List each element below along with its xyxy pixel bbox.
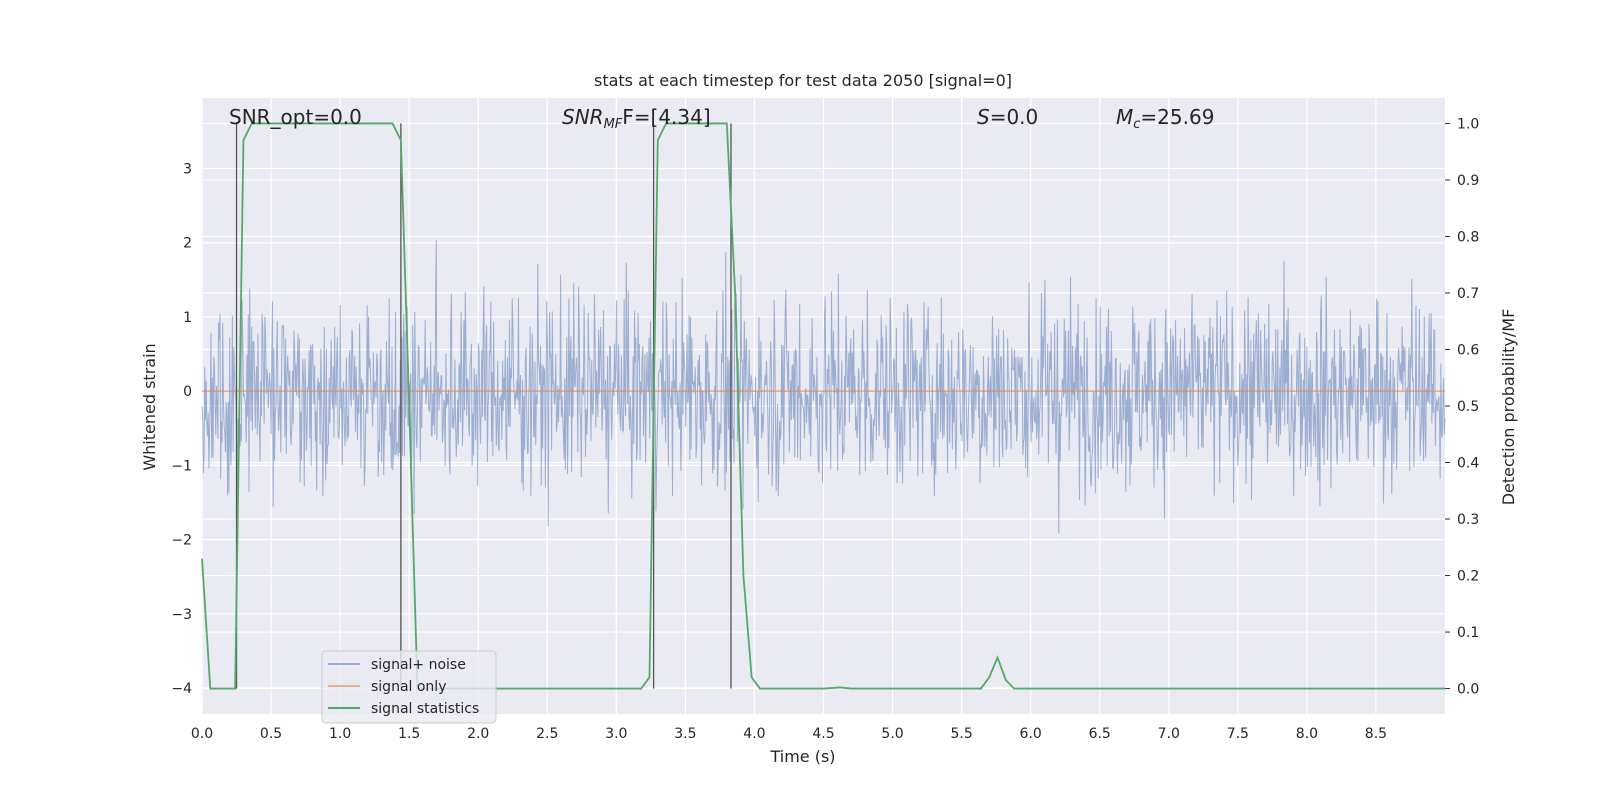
annotation-snr-mf-sub: MF: [604, 117, 623, 132]
y-left-tick-label: 0: [183, 384, 192, 400]
legend-label-signal-noise: signal+ noise: [371, 657, 466, 673]
x-tick-label: 8.0: [1296, 726, 1318, 742]
y-left-tick-label: −3: [171, 607, 192, 623]
annotation-mc-main: M: [1116, 105, 1133, 129]
y-right-tick-label: 0.0: [1457, 682, 1479, 698]
annotation-s: S=0.0: [977, 105, 1038, 129]
annotation-s-value: =0.0: [990, 105, 1039, 129]
annotation-mc-value: =25.69: [1140, 105, 1214, 129]
series-signal-statistics: [201, 122, 1445, 690]
legend: signal+ noise signal only signal statist…: [321, 650, 497, 724]
signal-statistics-line: [201, 122, 1445, 690]
legend-box: [321, 650, 497, 724]
y-right-tick-label: 0.4: [1457, 456, 1479, 472]
x-tick-label: 2.5: [536, 726, 558, 742]
annotation-mc-sub: c: [1133, 117, 1140, 132]
legend-label-signal-statistics: signal statistics: [371, 701, 479, 717]
x-axis-label: Time (s): [769, 747, 835, 766]
y-left-tick-label: 3: [183, 162, 192, 178]
x-tick-label: 2.0: [467, 726, 489, 742]
x-tick-label: 8.5: [1365, 726, 1387, 742]
y-right-tick-label: 0.9: [1457, 173, 1479, 189]
x-tick-label: 1.0: [329, 726, 351, 742]
y-right-tick-label: 0.1: [1457, 625, 1479, 641]
y-right-tick-label: 0.8: [1457, 229, 1479, 245]
annotation-snr-mf-value: F=[4.34]: [622, 105, 710, 129]
y-right-tick-label: 0.6: [1457, 342, 1479, 358]
annotation-snr-opt: SNR_opt=0.0: [229, 105, 362, 129]
y-axis-right-ticks: 0.0 0.1 0.2 0.3 0.4 0.5 0.6 0.7 0.8 0.9 1.0: [1445, 116, 1479, 698]
y-right-tick-label: 0.5: [1457, 399, 1479, 415]
x-tick-label: 0.0: [191, 726, 213, 742]
x-tick-label: 5.0: [881, 726, 903, 742]
x-tick-label: 7.0: [1158, 726, 1180, 742]
y-right-tick-label: 0.7: [1457, 286, 1479, 302]
y-left-tick-label: 2: [183, 236, 192, 252]
y-axis-left-ticks: −4 −3 −2 −1 0 1 2 3: [171, 162, 192, 698]
x-axis-ticks: 0.0 0.5 1.0 1.5 2.0 2.5 3.0 3.5 4.0 4.5 5.0 5.5 6.0 6…: [191, 726, 1387, 742]
y-axis-right-label: Detection probability/MF: [1499, 309, 1518, 506]
annotation-mc: Mc=25.69: [1116, 105, 1214, 132]
x-tick-label: 1.5: [398, 726, 420, 742]
y-right-tick-label: 0.3: [1457, 512, 1479, 528]
y-left-tick-label: −2: [171, 533, 192, 549]
y-left-tick-label: 1: [183, 310, 192, 326]
legend-label-signal-only: signal only: [371, 679, 446, 695]
x-tick-label: 6.0: [1020, 726, 1042, 742]
y-right-tick-label: 0.2: [1457, 569, 1479, 585]
x-tick-label: 4.5: [812, 726, 834, 742]
annotation-s-main: S: [977, 105, 990, 129]
x-tick-label: 5.5: [950, 726, 972, 742]
x-tick-label: 0.5: [260, 726, 282, 742]
annotation-snr-mf: SNRMFF=[4.34]: [562, 105, 711, 132]
y-right-tick-label: 1.0: [1457, 116, 1479, 132]
y-left-tick-label: −4: [171, 681, 192, 697]
chart-title: stats at each timestep for test data 205…: [594, 71, 1012, 90]
x-tick-label: 3.5: [674, 726, 696, 742]
x-tick-label: 4.0: [743, 726, 765, 742]
y-axis-left-label: Whitened strain: [140, 343, 159, 470]
annotation-snr-mf-main: SNR: [562, 105, 604, 129]
x-tick-label: 3.0: [605, 726, 627, 742]
y-left-tick-label: −1: [171, 458, 192, 474]
x-tick-label: 7.5: [1227, 726, 1249, 742]
x-tick-label: 6.5: [1089, 726, 1111, 742]
